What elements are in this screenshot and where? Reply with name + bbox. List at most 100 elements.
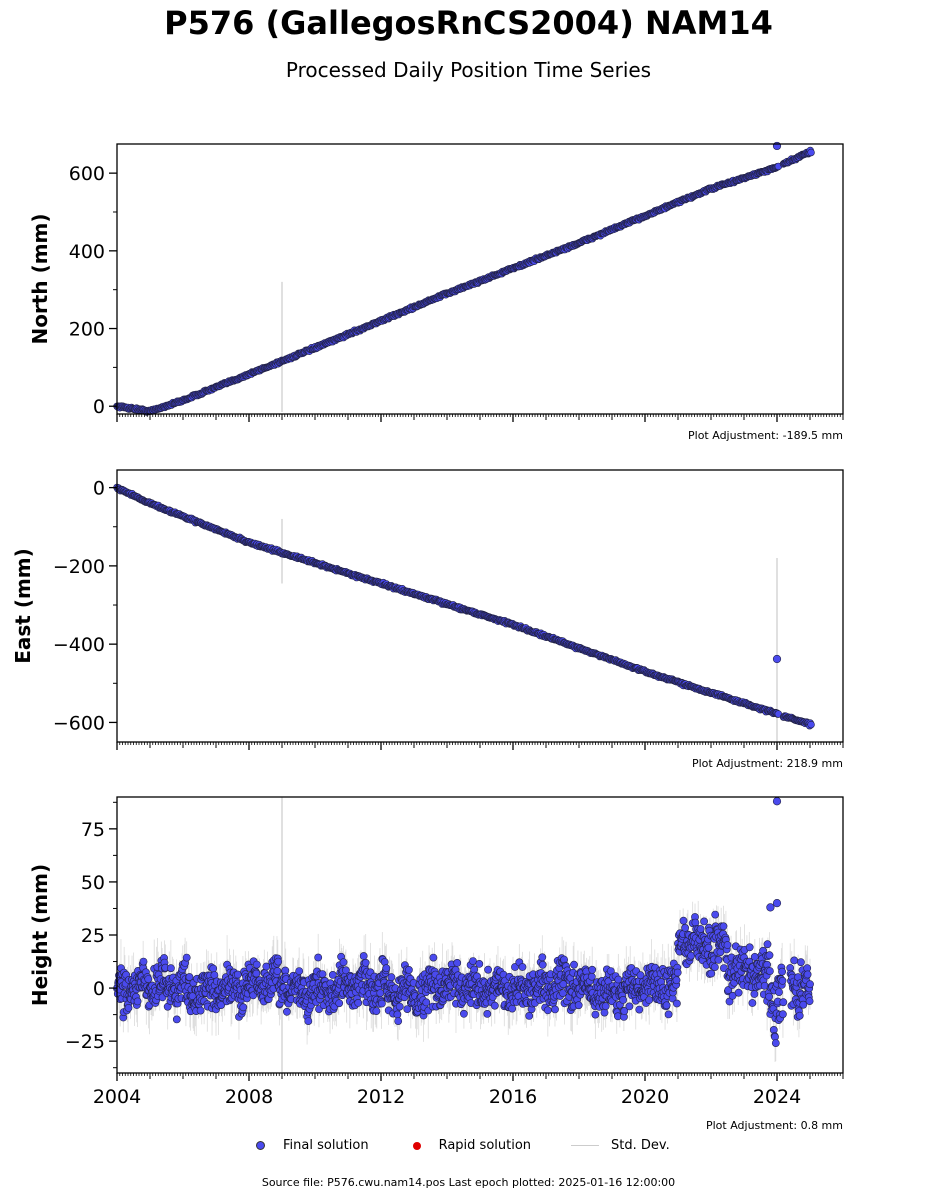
- data-point: [714, 956, 723, 964]
- data-point: [182, 953, 191, 962]
- data-point: [209, 964, 218, 973]
- data-point: [133, 997, 142, 1006]
- outlier-point: [772, 654, 782, 664]
- data-point: [252, 960, 261, 969]
- data-point: [748, 999, 757, 1007]
- data-point: [551, 1005, 559, 1014]
- data-point: [538, 953, 547, 962]
- data-point: [707, 969, 716, 978]
- data-point: [719, 922, 728, 931]
- data-point: [570, 960, 578, 969]
- data-point: [681, 924, 689, 932]
- x-ticks: [116, 414, 844, 422]
- data-point: [710, 963, 719, 971]
- data-point: [376, 989, 385, 997]
- panel-north: 0 200 400 600 North (mm) Plot Adjustment: -18…: [28, 141, 844, 442]
- data-point: [619, 996, 627, 1004]
- data-point: [601, 1002, 610, 1011]
- data-point: [543, 1006, 552, 1015]
- data-point: [518, 963, 527, 971]
- data-point: [335, 999, 344, 1008]
- outlier-point: [772, 141, 782, 151]
- data-point: [807, 148, 815, 157]
- y-tick-label: 200: [69, 319, 105, 341]
- chart-title: P576 (GallegosRnCS2004) NAM14: [164, 4, 773, 42]
- data-point: [588, 965, 597, 974]
- data-point: [314, 953, 323, 962]
- data-point: [696, 925, 705, 933]
- y-tick-label: 0: [93, 396, 105, 418]
- data-point: [734, 988, 743, 997]
- data-point: [508, 1004, 517, 1013]
- data-point: [459, 1009, 468, 1018]
- data-point: [422, 998, 431, 1007]
- data-point: [139, 957, 148, 966]
- data-point: [711, 910, 720, 919]
- x-ticks: [116, 742, 844, 750]
- data-point: [252, 969, 261, 978]
- data-point: [361, 958, 370, 967]
- data-point: [429, 953, 438, 962]
- data-point: [304, 1017, 313, 1025]
- data-point: [673, 999, 681, 1008]
- data-point: [538, 960, 547, 969]
- data-point: [372, 1007, 381, 1015]
- data-point: [377, 999, 386, 1008]
- panel-east: 0 −200 −400 −600 East (mm) Plot Adjustment: 2…: [11, 469, 844, 770]
- data-point: [525, 1012, 534, 1020]
- y-tick-label: 400: [69, 241, 105, 263]
- data-point: [600, 1008, 609, 1017]
- data-point: [483, 1010, 492, 1018]
- data-point: [393, 1010, 402, 1019]
- data-point: [124, 1004, 133, 1012]
- y-tick-label: 0: [93, 478, 105, 500]
- data-point: [745, 943, 754, 952]
- final-solution-points: [113, 483, 815, 730]
- data-point: [484, 965, 492, 974]
- y-tick-label: −600: [53, 712, 105, 734]
- data-point: [591, 1010, 600, 1019]
- plot-adjustment: Plot Adjustment: 218.9 mm: [692, 757, 843, 770]
- data-point: [395, 1002, 404, 1011]
- data-point: [262, 962, 271, 971]
- y-tick-label: −400: [53, 634, 105, 656]
- data-point: [679, 916, 688, 925]
- plot-adjustment: Plot Adjustment: -189.5 mm: [688, 429, 843, 442]
- data-point: [664, 1010, 673, 1019]
- data-point: [475, 960, 484, 968]
- data-point: [404, 966, 413, 974]
- data-point: [807, 720, 815, 729]
- data-point: [662, 1001, 671, 1010]
- data-point: [673, 968, 682, 977]
- data-point: [295, 967, 304, 975]
- chart-subtitle: Processed Daily Position Time Series: [285, 58, 652, 82]
- data-point: [382, 964, 391, 973]
- data-point: [635, 1005, 644, 1014]
- data-point: [354, 999, 363, 1007]
- data-point: [453, 959, 462, 967]
- data-point: [166, 964, 175, 973]
- data-point: [700, 917, 708, 926]
- data-point: [672, 976, 681, 985]
- data-point: [339, 958, 348, 967]
- data-point: [394, 1017, 403, 1025]
- y-axis-title: North (mm): [28, 213, 52, 344]
- data-point: [704, 943, 713, 952]
- data-point: [387, 973, 396, 982]
- data-point: [144, 975, 153, 983]
- data-point: [172, 1015, 181, 1024]
- data-point: [274, 957, 283, 966]
- data-point: [273, 967, 282, 975]
- data-point: [574, 1001, 583, 1010]
- data-point: [625, 1002, 634, 1011]
- y-tick-label: −200: [53, 556, 105, 578]
- y-tick-label: 600: [69, 163, 105, 185]
- data-point: [282, 1007, 291, 1016]
- data-point: [318, 970, 327, 978]
- y-axis-title: East (mm): [11, 548, 35, 664]
- data-point: [359, 952, 368, 960]
- data-point: [645, 996, 654, 1004]
- data-point: [587, 972, 596, 981]
